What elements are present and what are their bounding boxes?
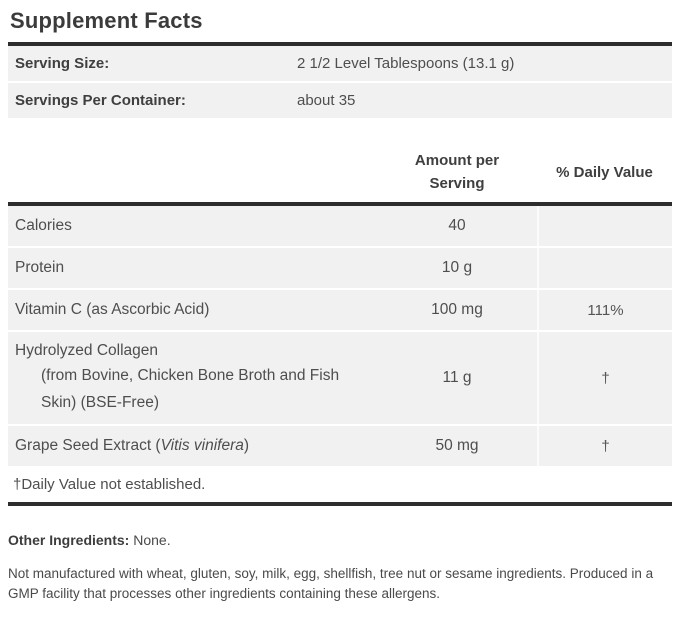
nutrient-name-text: )	[243, 437, 250, 454]
daily-value-footnote: †Daily Value not established.	[8, 466, 672, 502]
nutrient-amount: 40	[448, 217, 466, 234]
table-row-vitamin-c: Vitamin C (as Ascorbic Acid) 100 mg 111%	[8, 288, 672, 330]
nutrient-daily-value	[537, 206, 672, 246]
nutrient-amount: 11 g	[442, 369, 472, 386]
supplement-facts-panel: Supplement Facts Serving Size: 2 1/2 Lev…	[0, 7, 681, 604]
nutrient-daily-value: †	[537, 426, 672, 466]
table-row-hydrolyzed-collagen: Hydrolyzed Collagen (from Bovine, Chicke…	[8, 330, 672, 424]
nutrient-name: Grape Seed Extract (Vitis vinifera)	[8, 426, 377, 466]
page-title: Supplement Facts	[10, 8, 203, 33]
nutrient-daily-value	[537, 248, 672, 288]
serving-size-label: Serving Size:	[15, 55, 110, 72]
allergen-statement: Not manufactured with wheat, gluten, soy…	[8, 566, 654, 601]
nutrient-name: Hydrolyzed Collagen (from Bovine, Chicke…	[8, 332, 377, 424]
nutrient-name-detail: (from Bovine, Chicken Bone Broth and Fis…	[41, 367, 340, 411]
nutrient-daily-value: 111%	[537, 290, 672, 330]
divider-bar-top	[8, 42, 672, 46]
other-ingredients-value: None.	[133, 532, 171, 548]
other-ingredients-label: Other Ingredients:	[8, 532, 130, 548]
nutrient-name: Calories	[15, 217, 72, 234]
serving-size-row: Serving Size: 2 1/2 Level Tablespoons (1…	[8, 46, 672, 81]
servings-per-container-label: Servings Per Container:	[15, 92, 186, 109]
nutrient-amount: 100 mg	[431, 301, 483, 318]
nutrient-name-latin: Vitis vinifera	[160, 437, 244, 454]
serving-size-value: 2 1/2 Level Tablespoons (13.1 g)	[297, 55, 515, 72]
nutrient-name: Vitamin C (as Ascorbic Acid)	[15, 301, 210, 318]
nutrient-name-main: Grape Seed Extract (Vitis vinifera)	[15, 435, 369, 457]
amount-per-serving-header-text: Amount per Serving	[414, 152, 500, 192]
amount-per-serving-header: Amount per Serving	[377, 149, 537, 195]
divider-bar-header	[8, 202, 672, 206]
table-row-calories: Calories 40	[8, 206, 672, 246]
serving-info-table: Serving Size: 2 1/2 Level Tablespoons (1…	[8, 46, 672, 118]
nutrient-amount: 10 g	[441, 259, 473, 276]
nutrient-name-text: Grape Seed Extract (	[15, 437, 161, 454]
nutrient-daily-value: †	[537, 332, 672, 424]
table-row-protein: Protein 10 g	[8, 246, 672, 288]
column-headers-row: Amount per Serving % Daily Value	[8, 149, 672, 195]
nutrient-amount: 50 mg	[435, 437, 479, 454]
other-ingredients: Other Ingredients: None.	[8, 532, 672, 548]
nutrient-name-main: Hydrolyzed Collagen	[15, 342, 159, 359]
daily-value-header: % Daily Value	[556, 163, 653, 181]
nutrient-name: Protein	[15, 259, 65, 276]
servings-per-container-value: about 35	[297, 92, 356, 109]
servings-per-container-row: Servings Per Container: about 35	[8, 83, 672, 118]
divider-bar-bottom	[8, 502, 672, 506]
table-row-grape-seed-extract: Grape Seed Extract (Vitis vinifera) 50 m…	[8, 424, 672, 466]
nutrient-table: Calories 40 Protein 10 g Vitamin C (as A…	[8, 206, 672, 466]
